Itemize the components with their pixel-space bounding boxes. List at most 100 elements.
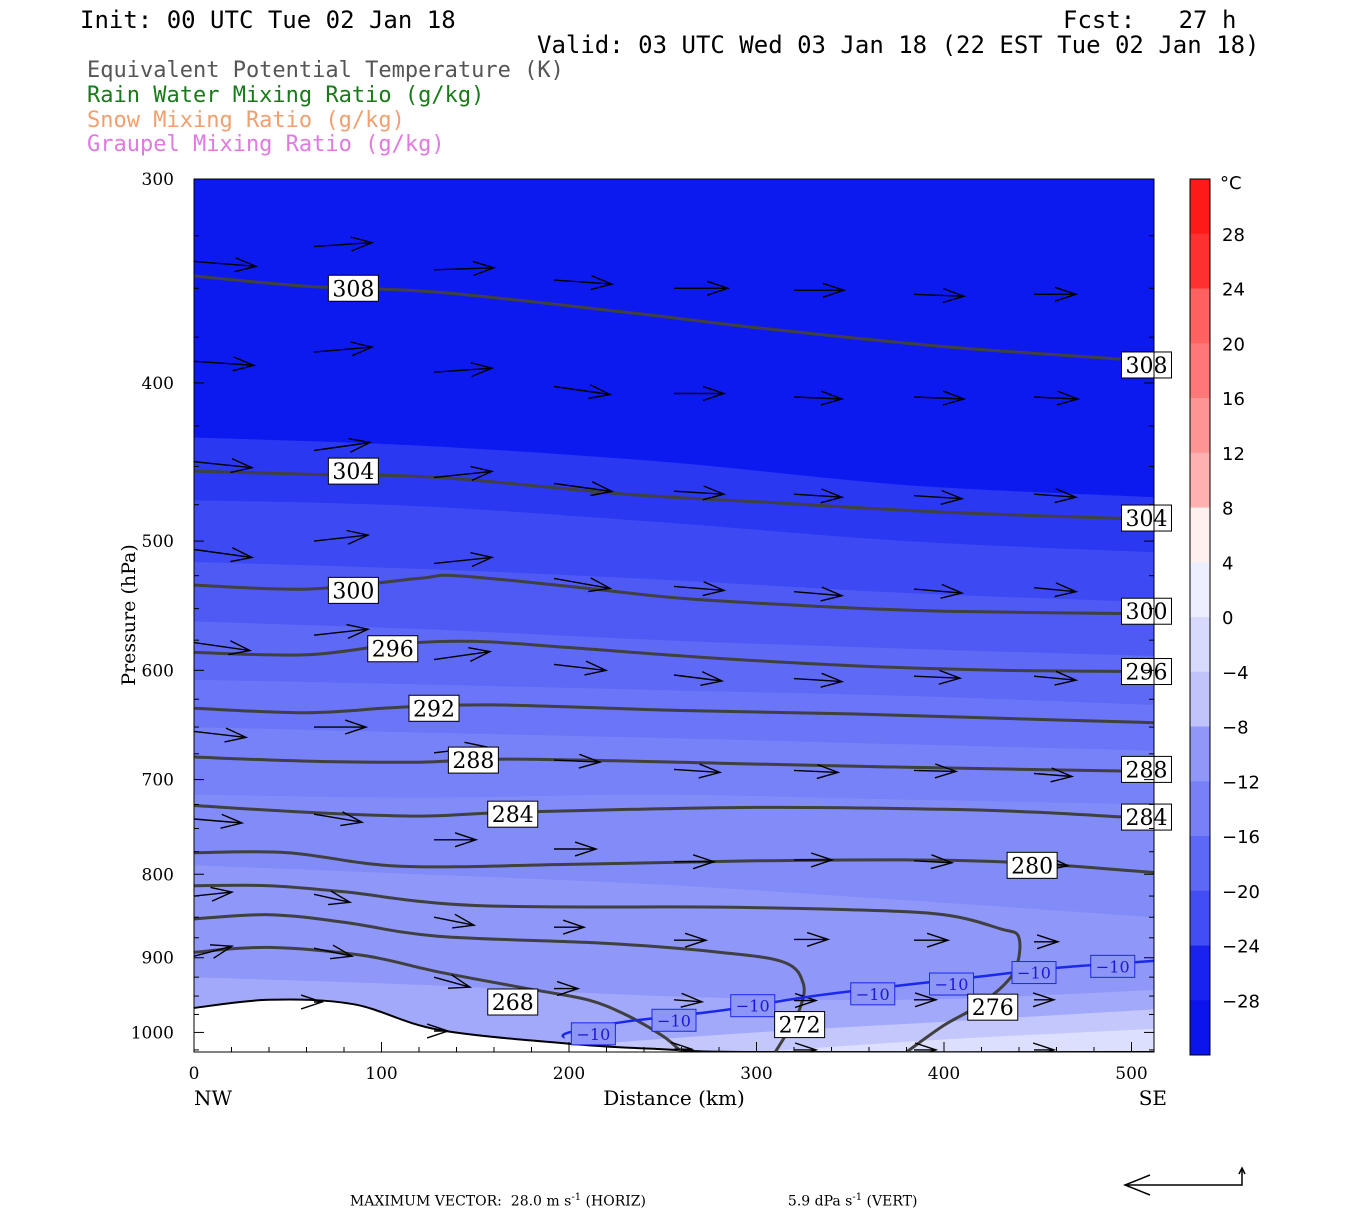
wind-vector [673,763,723,779]
colorbar-label: −8 [1222,718,1249,739]
contour-label: 296 [372,638,414,663]
theta-e-contour [194,639,1154,673]
contour-label: 304 [332,460,374,485]
wind-vector [553,577,613,593]
contour-label: 300 [1126,600,1168,625]
colorbar-label: −24 [1222,937,1260,958]
wind-vector [313,623,371,640]
wind-vector [913,583,965,599]
colorbar-bin [1190,398,1210,454]
wind-vector [426,1023,451,1039]
x-tick-label: 500 [1115,1064,1147,1084]
colorbar-label: −16 [1222,827,1260,848]
wind-vector [914,1042,939,1052]
wind-vector [913,489,965,505]
contour-label: 304 [1126,507,1168,532]
contour-label: 308 [332,277,374,302]
wind-vector [674,932,709,948]
x-tick-label: 200 [553,1064,585,1084]
colorbar-bin [1190,1000,1210,1056]
colorbar-bin [1190,781,1210,837]
wind-vector [194,813,245,829]
wind-vector [300,994,325,1010]
x-tick-label: 0 [189,1064,200,1084]
colorbar-label: 20 [1222,334,1245,355]
contour-label-box [447,746,499,774]
colorbar-label: −4 [1222,663,1249,684]
contour-label: 284 [492,803,534,828]
wind-vector [673,670,725,686]
contour-label-box [367,635,419,663]
wind-vector [913,287,967,304]
footer-horiz-exp: -1 [571,1192,582,1203]
colorbar-unit: °C [1220,173,1242,194]
wind-vector [313,236,375,252]
wind-vector [313,341,375,357]
wind-vector [670,1041,695,1052]
wind-vector [913,390,967,406]
wind-vector [794,282,847,298]
wind-vector [313,811,365,827]
wind-vector [913,763,959,779]
footer-horiz: 28.0 m s [510,1193,572,1210]
contour-label: 284 [1126,806,1168,831]
temperature-label-box [929,972,974,996]
temperature-contour-label: −10 [1096,957,1130,976]
temperature-fill-band [756,1028,1154,1052]
wind-vector [433,362,495,378]
wind-vector [793,586,845,602]
wind-vector [1032,992,1057,1008]
colorbar-bin [1190,562,1210,618]
wind-vector [793,763,841,780]
temperature-label-box [651,1008,697,1032]
contour-label: 300 [332,579,374,604]
wind-vector [913,854,955,870]
temperature-contour-label: −10 [856,985,890,1004]
y-tick-label: 800 [142,865,174,885]
y-tick-label: 700 [142,771,174,791]
wind-vector [194,727,249,743]
x-tick-label: 100 [365,1064,397,1084]
y-tick-label: 1000 [131,1023,174,1043]
wind-vector [673,992,705,1008]
colorbar-label: −28 [1222,991,1260,1012]
wind-vector [1034,286,1079,302]
valid-time: Valid: 03 UTC Wed 03 Jan 18 (22 EST Tue … [537,31,1260,59]
colorbar-bin [1190,671,1210,727]
wind-vector [433,552,495,568]
y-tick-label: 300 [142,170,174,190]
colorbar-bin [1190,179,1210,235]
contour-label-box [408,694,460,722]
legend-theta-e: Equivalent Potential Temperature (K) [87,58,564,83]
wind-vector [314,719,369,735]
wind-vector [433,260,497,277]
wind-vector [1034,934,1061,950]
wind-vector [194,944,235,959]
colorbar-label: 28 [1222,225,1245,246]
theta-e-contour [194,945,683,1052]
wind-vector [1033,488,1079,504]
wind-vector [793,390,845,406]
colorbar-bin [1190,452,1210,508]
theta-e-contour [194,755,1154,773]
contour-label-box [1121,658,1172,686]
init-time: Init: 00 UTC Tue 02 Jan 18 [80,6,456,34]
wind-vector [674,385,727,402]
temperature-contour-label: −10 [657,1011,691,1030]
contour-label-box [1121,504,1172,532]
contour-label-box [1121,755,1172,783]
wind-vector [554,980,581,997]
theta-e-contour [194,804,1154,821]
wind-vector [554,841,599,857]
wind-vector [1033,390,1081,406]
footer-vert-exp: -1 [852,1192,863,1203]
contour-label-box [1006,851,1058,879]
theta-e-contour [194,913,806,1052]
colorbar-bin [1190,343,1210,399]
colorbar-bin [1190,836,1210,892]
y-tick-label: 900 [142,949,174,969]
x-tick-label: 400 [928,1064,960,1084]
forecast-hour: Fcst: 27 h [1063,6,1237,34]
colorbar-bin [1190,233,1210,289]
